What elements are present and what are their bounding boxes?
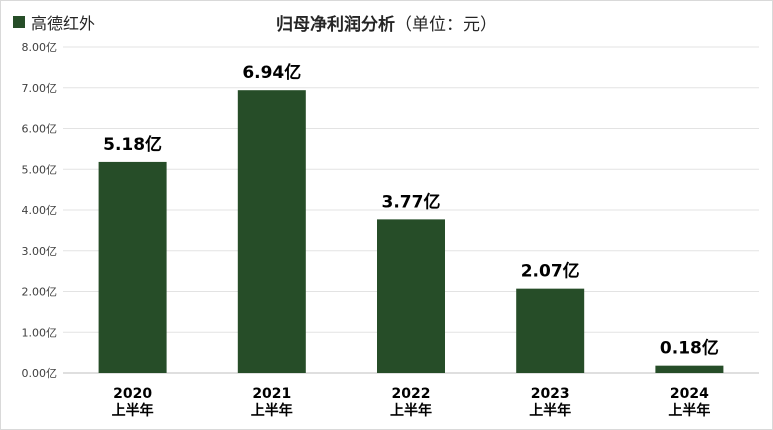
- data-label: 5.18亿: [103, 134, 162, 155]
- x-tick-label: 2023: [531, 386, 570, 402]
- y-tick-label: 2.00亿: [22, 286, 58, 299]
- data-label: 2.07亿: [521, 261, 580, 282]
- x-tick-label: 2020: [113, 386, 152, 402]
- x-tick-label: 2022: [392, 386, 431, 402]
- y-tick-label: 4.00亿: [22, 204, 58, 217]
- bar: [516, 288, 585, 373]
- y-tick-label: 7.00亿: [22, 82, 58, 95]
- legend-swatch: [13, 16, 25, 28]
- chart-title-unit: （单位：元）: [395, 15, 497, 35]
- x-tick-label: 上半年: [668, 402, 710, 419]
- bar: [237, 90, 306, 373]
- legend-label: 高德红外: [31, 14, 96, 33]
- x-tick-label: 上半年: [390, 402, 432, 419]
- bar: [655, 365, 724, 373]
- chart-title: 归母净利润分析（单位：元）: [1, 10, 772, 35]
- y-tick-label: 6.00亿: [22, 123, 58, 136]
- y-tick-label: 3.00亿: [22, 245, 58, 258]
- y-tick-label: 0.00亿: [22, 367, 58, 380]
- y-tick-label: 1.00亿: [22, 326, 58, 339]
- legend: 高德红外: [13, 11, 95, 33]
- y-tick-label: 5.00亿: [22, 163, 58, 176]
- data-label: 6.94亿: [242, 62, 301, 83]
- x-tick-label: 上半年: [529, 402, 571, 419]
- data-label: 0.18亿: [660, 338, 719, 359]
- x-tick-label: 2021: [252, 386, 291, 402]
- chart-title-main: 归母净利润分析: [276, 15, 395, 35]
- x-tick-label: 上半年: [112, 402, 154, 419]
- y-tick-label: 8.00亿: [22, 41, 58, 54]
- x-tick-label: 上半年: [251, 402, 293, 419]
- bar: [377, 219, 445, 373]
- bar: [98, 161, 167, 373]
- x-tick-label: 2024: [670, 386, 709, 402]
- data-label: 3.77亿: [382, 191, 441, 212]
